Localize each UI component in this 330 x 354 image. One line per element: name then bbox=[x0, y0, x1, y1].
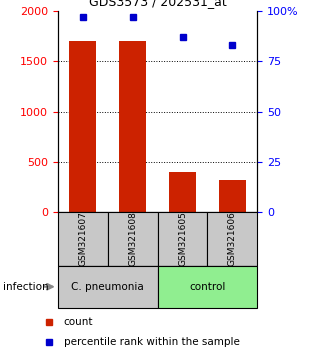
Bar bbox=[169, 172, 196, 212]
Bar bbox=[158, 266, 257, 308]
Bar bbox=[69, 41, 96, 212]
Text: GSM321606: GSM321606 bbox=[228, 211, 237, 267]
Bar bbox=[158, 212, 208, 266]
Bar bbox=[58, 266, 158, 308]
Bar bbox=[119, 41, 146, 212]
Title: GDS3573 / 202531_at: GDS3573 / 202531_at bbox=[89, 0, 226, 8]
Text: GSM321605: GSM321605 bbox=[178, 211, 187, 267]
Bar bbox=[219, 180, 246, 212]
Text: GSM321608: GSM321608 bbox=[128, 211, 137, 267]
Text: infection: infection bbox=[3, 282, 49, 292]
Text: C. pneumonia: C. pneumonia bbox=[71, 282, 144, 292]
Bar bbox=[208, 212, 257, 266]
Text: percentile rank within the sample: percentile rank within the sample bbox=[64, 337, 240, 347]
Bar bbox=[58, 212, 108, 266]
Text: control: control bbox=[189, 282, 226, 292]
Bar bbox=[108, 212, 158, 266]
Text: GSM321607: GSM321607 bbox=[78, 211, 87, 267]
Text: count: count bbox=[64, 318, 93, 327]
